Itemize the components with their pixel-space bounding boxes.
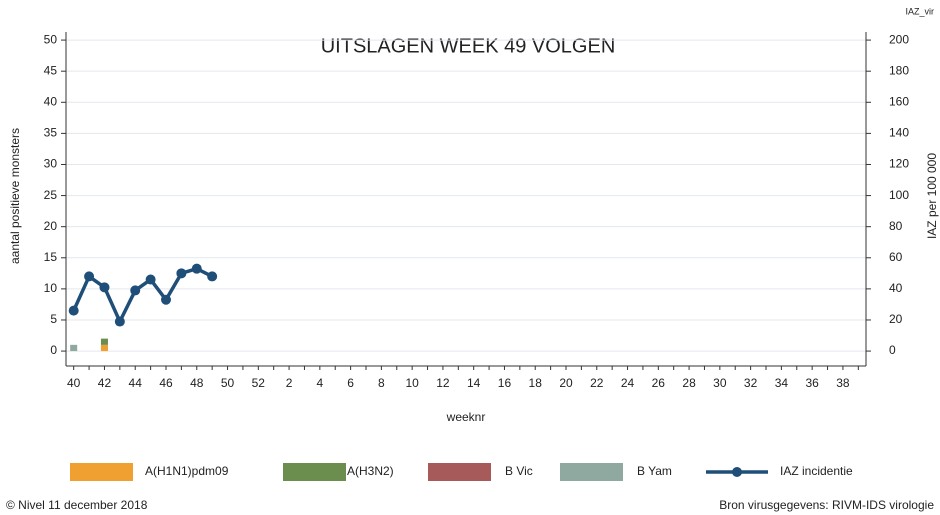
y2-tick-label: 180 [889,63,909,77]
y-tick-label: 20 [44,219,58,233]
bar [70,344,78,352]
y-tick-label: 35 [44,126,58,140]
y2-tick-label: 100 [889,188,909,202]
y-axis-title: aantal positieve monsters [8,128,22,264]
y2-tick-label: 80 [889,219,903,233]
x-axis-title: weeknr [446,410,486,424]
y2-tick-label: 140 [889,126,909,140]
x-tick-label: 38 [836,376,850,390]
x-tick-label: 20 [559,376,573,390]
x-tick-label: 42 [98,376,112,390]
x-tick-label: 34 [775,376,789,390]
y2-heading: IAZ_vir [905,6,934,16]
legend-swatch [70,463,133,481]
x-tick-label: 26 [652,376,666,390]
x-tick-label: 48 [190,376,204,390]
x-tick-label: 2 [286,376,293,390]
x-tick-label: 52 [252,376,266,390]
x-tick-label: 6 [347,376,354,390]
line-point [176,268,187,279]
source: Bron virusgegevens: RIVM-IDS virologie [719,498,934,512]
y-tick-label: 15 [44,250,58,264]
y2-tick-label: 200 [889,32,909,46]
x-tick-label: 10 [405,376,419,390]
y-tick-label: 30 [44,157,58,171]
x-tick-label: 40 [67,376,81,390]
y2-tick-label: 160 [889,94,909,108]
line-point [145,274,156,285]
line-point [114,316,125,327]
line-point [207,271,218,282]
x-tick-label: 16 [498,376,512,390]
y-tick-label: 25 [44,188,58,202]
y-tick-label: 10 [44,281,58,295]
legend-label: B Yam [637,464,672,478]
x-tick-label: 36 [805,376,819,390]
line-point [99,282,110,293]
y2-tick-label: 60 [889,250,903,264]
legend-swatch [560,463,623,481]
chart-title: UITSLAGEN WEEK 49 VOLGEN [321,35,616,57]
x-tick-label: 8 [378,376,385,390]
legend-marker [732,467,742,477]
y2-tick-label: 120 [889,157,909,171]
y2-tick-label: 40 [889,281,903,295]
bar [100,344,108,352]
x-tick-label: 32 [744,376,758,390]
line-point [191,263,202,274]
x-tick-label: 14 [467,376,481,390]
x-tick-label: 30 [713,376,727,390]
y-tick-label: 45 [44,63,58,77]
x-tick-label: 50 [221,376,235,390]
y2-axis-title: IAZ per 100 000 [925,153,939,239]
x-tick-label: 44 [129,376,143,390]
line-point [84,271,95,282]
x-tick-label: 24 [621,376,635,390]
bar [100,338,108,345]
line-point [68,305,79,316]
x-tick-label: 18 [529,376,543,390]
legend-label: A(H3N2) [347,464,394,478]
legend-swatch [283,463,346,481]
x-tick-label: 28 [682,376,696,390]
legend-swatch [428,463,491,481]
x-tick-label: 12 [436,376,450,390]
legend-label: B Vic [505,464,533,478]
copyright: © Nivel 11 december 2018 [6,498,148,512]
x-tick-label: 22 [590,376,604,390]
legend-label: A(H1N1)pdm09 [145,464,229,478]
y-tick-label: 5 [50,312,57,326]
y2-tick-label: 0 [889,343,896,357]
y2-tick-label: 20 [889,312,903,326]
x-tick-label: 46 [159,376,173,390]
line-point [130,285,141,296]
y-tick-label: 0 [50,343,57,357]
y-tick-label: 40 [44,94,58,108]
x-tick-label: 4 [317,376,324,390]
line [72,266,213,324]
legend-label: IAZ incidentie [780,464,853,478]
y-tick-label: 50 [44,32,58,46]
line-point [161,294,171,305]
